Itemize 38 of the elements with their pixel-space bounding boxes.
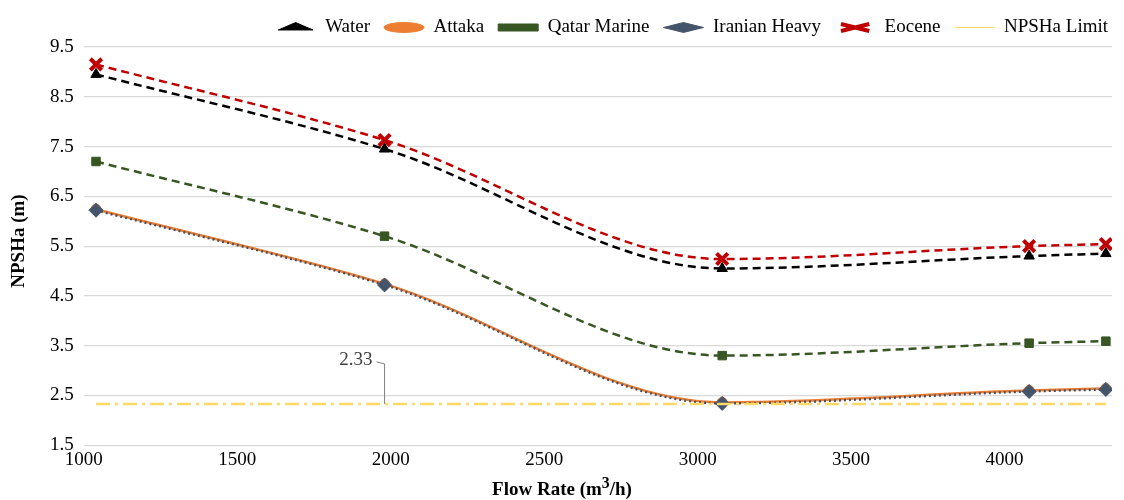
point — [379, 231, 390, 241]
y-tick-label: 3.5 — [50, 333, 74, 355]
x-tick-label: 3500 — [832, 447, 871, 469]
point — [88, 56, 104, 73]
y-tick-label: 4.5 — [50, 283, 74, 305]
legend-label: Iranian Heavy — [712, 15, 822, 37]
point — [717, 350, 727, 361]
y-tick-label: 5.5 — [50, 234, 74, 256]
point — [90, 67, 102, 78]
y-tick-label: 8.5 — [50, 84, 74, 106]
legend-label: Qatar Marine — [547, 15, 650, 37]
point — [91, 156, 101, 167]
y-tick-label: 7.5 — [50, 134, 74, 156]
point — [376, 132, 393, 148]
legend-label: Water — [325, 15, 371, 37]
point — [378, 142, 391, 153]
legend-label: Eocene — [884, 15, 941, 37]
point — [1098, 236, 1112, 252]
point — [1021, 238, 1037, 254]
y-tick-label: 6.5 — [50, 184, 74, 206]
annotation: 2.33 — [339, 347, 373, 369]
point — [714, 251, 730, 267]
point — [1023, 249, 1035, 260]
x-tick-label: 1500 — [218, 447, 257, 469]
legend-label: NPSHa Limit — [1004, 15, 1109, 37]
y-tick-label: 2.5 — [50, 383, 74, 405]
point — [1024, 338, 1034, 348]
x-tick-label: 2500 — [525, 447, 564, 469]
point — [716, 262, 728, 272]
x-tick-label: 2000 — [371, 447, 410, 469]
x-tick-label: 4000 — [985, 447, 1024, 469]
point — [1101, 336, 1111, 346]
x-axis-title: Flow Rate (m$^{3}$/h) — [491, 474, 633, 500]
point — [1100, 247, 1112, 258]
y-tick-label: 9.5 — [50, 34, 74, 56]
x-tick-label: 3000 — [678, 447, 717, 469]
legend-label: Attaka — [433, 15, 485, 37]
y-axis-title: NPSHa (m) — [7, 193, 29, 290]
